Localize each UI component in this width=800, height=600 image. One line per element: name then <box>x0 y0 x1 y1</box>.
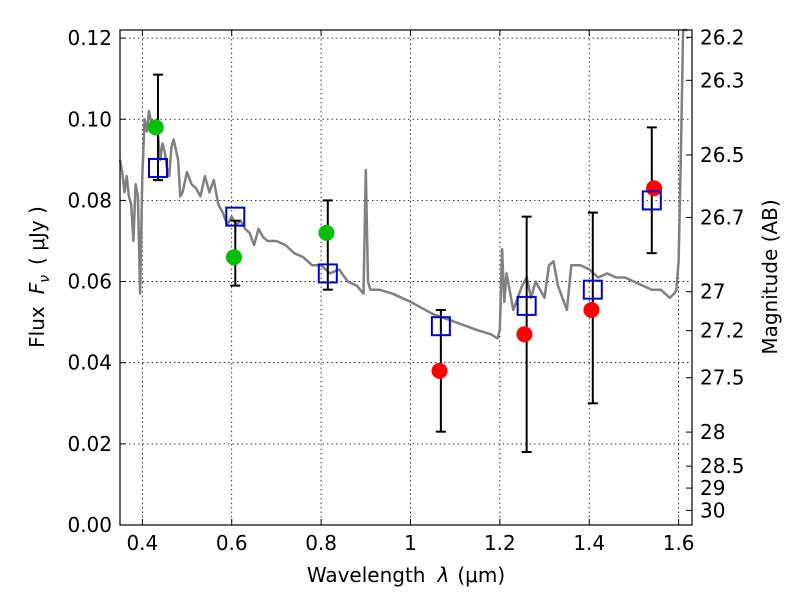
model-photometry-square <box>430 316 451 337</box>
y2-tick-label: 30 <box>700 498 725 522</box>
x-tick-label: 0.8 <box>305 531 337 555</box>
y2-tick-label: 28.5 <box>700 454 745 478</box>
tick-labels: 0.4 0.6 0.8 1 1.2 1.4 1.6 0.00 0.02 0.04 0.06 0.08 0… <box>67 25 744 555</box>
y2-tick-label: 29 <box>700 476 725 500</box>
observed_flux_red-point <box>431 362 448 379</box>
model-photometry-square <box>582 279 603 300</box>
y-tick-label: 0.06 <box>67 270 112 294</box>
model-photometry-square <box>641 190 662 211</box>
x-axis-title: Wavelength λ (μm) <box>307 563 505 587</box>
x-tick-label: 1.6 <box>663 531 695 555</box>
y-axis-title: FluxFν( μJy ) <box>25 206 53 348</box>
x-tick-label: 0.6 <box>216 531 248 555</box>
y2-tick-label: 27.2 <box>700 319 745 343</box>
y2-axis-title: Magnitude (AB) <box>758 199 782 354</box>
x-tick-label: 0.4 <box>126 531 158 555</box>
y2-tick-label: 28 <box>700 420 725 444</box>
y-tick-label: 0.02 <box>67 432 112 456</box>
y2-tick-label: 27 <box>700 280 725 304</box>
y-tick-label: 0.00 <box>67 513 112 537</box>
spectrum-line <box>118 28 688 340</box>
y2-tick-label: 26.2 <box>700 25 745 49</box>
spectrum-layer <box>118 28 688 340</box>
y-tick-label: 0.12 <box>67 26 112 50</box>
y-tick-label: 0.08 <box>67 188 112 212</box>
x-tick-label: 1.4 <box>573 531 605 555</box>
y2-tick-label: 27.5 <box>700 366 745 390</box>
model-photometry-square <box>147 157 168 178</box>
x-tick-label: 1 <box>404 531 417 555</box>
plot-frame <box>119 29 693 526</box>
observed_flux_green-point <box>147 119 164 136</box>
errorbar-layer <box>152 73 657 453</box>
y-tick-label: 0.04 <box>67 351 112 375</box>
y2-tick-label: 26.7 <box>700 205 745 229</box>
observed_flux_red-point <box>516 326 533 343</box>
model-photometry-square <box>516 295 537 316</box>
y-tick-label: 0.10 <box>67 107 112 131</box>
y2-tick-label: 26.3 <box>700 68 745 92</box>
model-photometry-square <box>317 263 338 284</box>
x-tick-label: 1.2 <box>484 531 516 555</box>
observed_flux_red-point <box>583 301 600 318</box>
model-photometry-square <box>225 206 246 227</box>
observed_flux_green-point <box>225 249 242 266</box>
observed_flux_red-point <box>646 180 663 197</box>
ticks-layer <box>120 30 692 526</box>
points-layer <box>147 119 663 379</box>
grid <box>120 30 692 526</box>
observed_flux_green-point <box>318 224 335 241</box>
y2-tick-label: 26.5 <box>700 143 745 167</box>
